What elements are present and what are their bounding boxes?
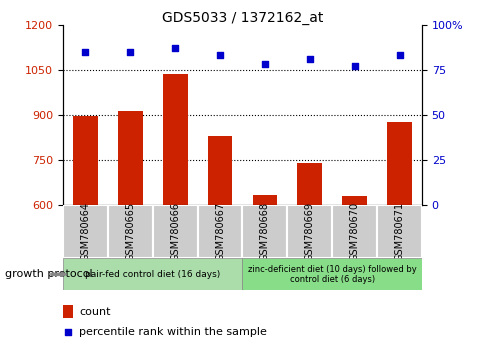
Text: percentile rank within the sample: percentile rank within the sample <box>79 327 267 337</box>
Point <box>260 62 268 67</box>
Bar <box>63 258 242 290</box>
Bar <box>242 205 287 258</box>
Bar <box>118 112 142 205</box>
Bar <box>207 136 232 205</box>
Bar <box>73 116 98 205</box>
Text: GSM780666: GSM780666 <box>170 202 180 261</box>
Bar <box>252 195 277 205</box>
Bar <box>342 196 366 205</box>
Bar <box>107 205 152 258</box>
Text: pair-fed control diet (16 days): pair-fed control diet (16 days) <box>85 270 220 279</box>
Point <box>305 56 313 62</box>
Bar <box>297 162 321 205</box>
Text: GSM780671: GSM780671 <box>393 202 404 262</box>
Point <box>395 53 403 58</box>
Text: growth protocol: growth protocol <box>5 269 92 279</box>
Text: count: count <box>79 307 111 316</box>
Bar <box>163 74 187 205</box>
Text: GSM780665: GSM780665 <box>125 202 135 262</box>
Point <box>81 49 89 55</box>
Text: GDS5033 / 1372162_at: GDS5033 / 1372162_at <box>162 11 322 25</box>
Bar <box>197 205 242 258</box>
Text: GSM780669: GSM780669 <box>304 202 314 261</box>
Bar <box>386 122 411 205</box>
Bar <box>152 205 197 258</box>
Text: zinc-deficient diet (10 days) followed by
control diet (6 days): zinc-deficient diet (10 days) followed b… <box>247 265 416 284</box>
Bar <box>376 205 421 258</box>
Bar <box>63 306 73 318</box>
Point <box>126 49 134 55</box>
Bar <box>63 205 107 258</box>
Point <box>350 63 358 69</box>
Bar <box>332 205 376 258</box>
Point <box>171 45 179 51</box>
Text: GSM780668: GSM780668 <box>259 202 270 261</box>
Point <box>64 329 72 335</box>
Point <box>216 53 224 58</box>
Bar <box>242 258 421 290</box>
Text: GSM780667: GSM780667 <box>214 202 225 262</box>
Bar <box>287 205 332 258</box>
Text: GSM780664: GSM780664 <box>80 202 91 261</box>
Text: GSM780670: GSM780670 <box>349 202 359 262</box>
